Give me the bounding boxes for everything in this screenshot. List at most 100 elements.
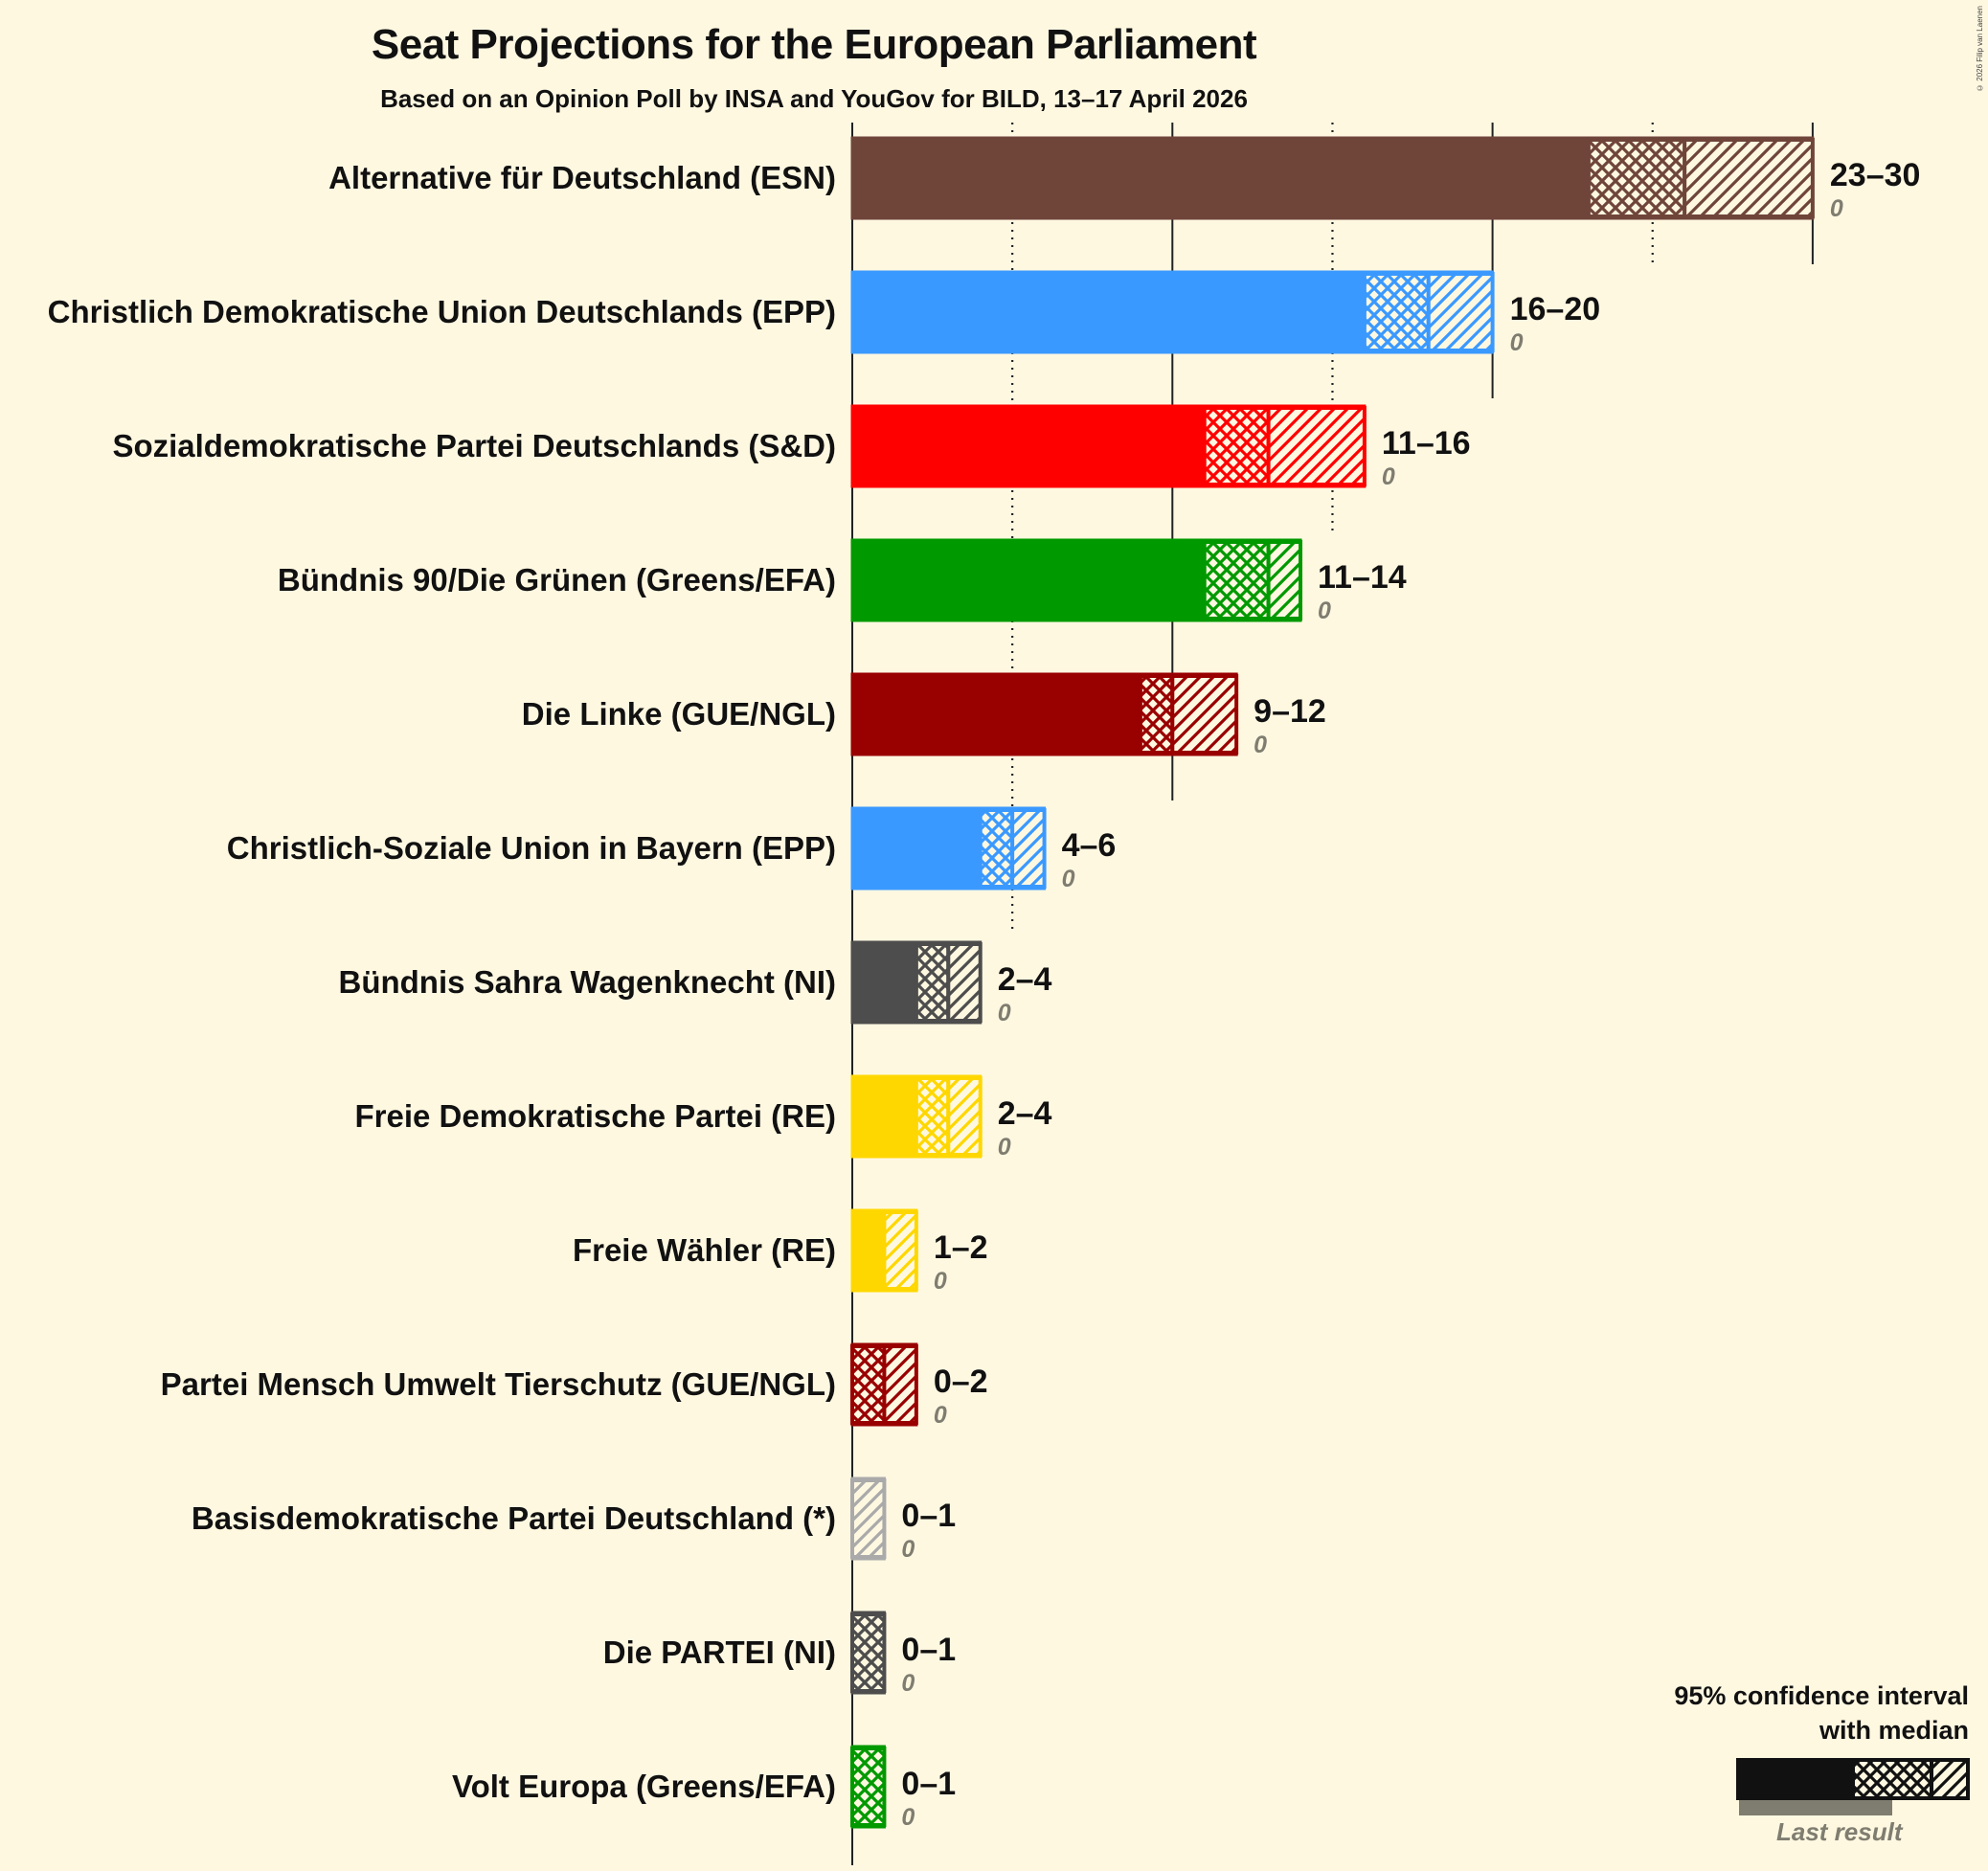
- bar-ci-upper: [946, 942, 983, 1023]
- bar-row: Alternative für Deutschland (ESN) 23–300: [328, 136, 1921, 222]
- bar-solid: [852, 1076, 916, 1157]
- legend-ci-line1: 95% confidence interval: [1674, 1681, 1969, 1710]
- bar-ci-lower: [1138, 674, 1175, 755]
- bar-outline: [850, 1477, 886, 1561]
- gridlines: [851, 123, 1814, 1865]
- party-label: Freie Wähler (RE): [573, 1232, 836, 1268]
- bar-ci-upper: [882, 1210, 918, 1291]
- last-result-value: 0: [934, 1402, 947, 1429]
- range-label: 1–2: [934, 1229, 988, 1266]
- bar-outline: [850, 940, 983, 1025]
- legend-last-result-bar: [1739, 1800, 1892, 1815]
- bar-row: Basisdemokratische Partei Deutschland (*…: [192, 1477, 956, 1563]
- bars: Alternative für Deutschland (ESN) 23–300C…: [48, 136, 1921, 1831]
- party-label: Die Linke (GUE/NGL): [522, 696, 836, 732]
- bar-row: Christlich-Soziale Union in Bayern (EPP)…: [227, 806, 1117, 892]
- range-label: 4–6: [1062, 827, 1117, 864]
- party-label: Bündnis Sahra Wagenknecht (NI): [339, 964, 837, 1000]
- bar-ci-upper: [882, 1344, 918, 1425]
- party-label: Partei Mensch Umwelt Tierschutz (GUE/NGL…: [161, 1366, 836, 1402]
- bar-solid: [852, 406, 1205, 486]
- bar-outline: [850, 1342, 918, 1427]
- bar-outline: [850, 672, 1238, 756]
- party-label: Freie Demokratische Partei (RE): [354, 1098, 836, 1134]
- bar-ci-upper: [1426, 272, 1495, 352]
- bar-outline: [850, 1745, 886, 1829]
- bar-ci-upper: [1266, 406, 1367, 486]
- bar-solid: [852, 1210, 885, 1291]
- bar-ci-upper: [1683, 138, 1815, 218]
- bar-row: Christlich Demokratische Union Deutschla…: [48, 270, 1601, 356]
- bar-ci-lower: [1586, 138, 1687, 218]
- bar-solid: [852, 942, 916, 1023]
- bar-ci-upper: [850, 1478, 887, 1559]
- bar-ci-lower: [914, 1076, 951, 1157]
- bar-row: Bündnis Sahra Wagenknecht (NI) 2–40: [339, 940, 1052, 1026]
- last-result-value: 0: [1830, 195, 1843, 222]
- bar-row: Volt Europa (Greens/EFA) 0–10: [452, 1745, 956, 1831]
- party-label: Volt Europa (Greens/EFA): [452, 1769, 836, 1804]
- last-result-value: 0: [1318, 597, 1331, 624]
- bar-ci-upper: [1170, 674, 1239, 755]
- legend-diagonal: [1930, 1758, 1970, 1800]
- bar-row: Bündnis 90/Die Grünen (Greens/EFA) 11–140: [278, 538, 1407, 624]
- bar-outline: [850, 1074, 983, 1159]
- range-label: 11–14: [1318, 559, 1407, 596]
- bar-ci-lower: [850, 1344, 887, 1425]
- last-result-value: 0: [1062, 866, 1075, 892]
- legend-graphic: [1736, 1758, 1970, 1815]
- bar-ci-lower: [850, 1612, 887, 1693]
- range-label: 0–1: [901, 1632, 956, 1668]
- bar-solid: [852, 272, 1365, 352]
- chart-title: Seat Projections for the European Parlia…: [371, 21, 1257, 68]
- last-result-value: 0: [1382, 463, 1395, 490]
- legend-last-result-label: Last result: [1776, 1817, 1903, 1846]
- range-label: 2–4: [998, 1095, 1052, 1132]
- bar-row: Freie Demokratische Partei (RE) 2–40: [354, 1074, 1052, 1161]
- last-result-value: 0: [901, 1536, 915, 1563]
- bar-ci-lower: [1202, 406, 1271, 486]
- bar-outline: [850, 1208, 918, 1293]
- last-result-value: 0: [901, 1670, 915, 1697]
- bar-ci-lower: [978, 808, 1015, 889]
- bar-ci-upper: [1266, 540, 1303, 620]
- party-label: Alternative für Deutschland (ESN): [328, 160, 836, 195]
- bar-row: Sozialdemokratische Partei Deutschlands …: [112, 404, 1471, 490]
- range-label: 0–1: [901, 1498, 956, 1534]
- bar-ci-lower: [1362, 272, 1431, 352]
- party-label: Bündnis 90/Die Grünen (Greens/EFA): [278, 562, 836, 597]
- party-label: Sozialdemokratische Partei Deutschlands …: [112, 428, 836, 463]
- range-label: 16–20: [1510, 291, 1601, 327]
- bar-outline: [850, 538, 1302, 622]
- range-label: 11–16: [1382, 425, 1471, 462]
- range-label: 9–12: [1254, 693, 1326, 730]
- bar-solid: [852, 138, 1589, 218]
- range-label: 23–30: [1830, 157, 1921, 193]
- bar-outline: [850, 136, 1815, 220]
- bar-outline: [850, 404, 1367, 488]
- bar-row: Die PARTEI (NI) 0–10: [603, 1611, 956, 1697]
- bar-row: Freie Wähler (RE) 1–20: [573, 1208, 988, 1295]
- range-label: 2–4: [998, 961, 1052, 998]
- bar-solid: [852, 540, 1205, 620]
- last-result-value: 0: [1510, 329, 1524, 356]
- legend-crosshatch: [1851, 1758, 1933, 1800]
- bar-ci-upper: [1010, 808, 1047, 889]
- bar-solid: [852, 674, 1141, 755]
- bar-outline: [850, 270, 1495, 354]
- bar-row: Partei Mensch Umwelt Tierschutz (GUE/NGL…: [161, 1342, 988, 1429]
- legend-solid: [1736, 1758, 1853, 1800]
- legend-title: 95% confidence interval with median: [1624, 1679, 1969, 1747]
- bar-row: Die Linke (GUE/NGL) 9–120: [522, 672, 1326, 758]
- bar-ci-lower: [850, 1747, 887, 1827]
- last-result-value: 0: [998, 1000, 1011, 1026]
- bar-solid: [852, 808, 981, 889]
- last-result-value: 0: [934, 1268, 947, 1295]
- bar-ci-upper: [946, 1076, 983, 1157]
- last-result-value: 0: [1254, 732, 1267, 758]
- party-label: Christlich-Soziale Union in Bayern (EPP): [227, 830, 836, 866]
- last-result-value: 0: [998, 1134, 1011, 1161]
- bar-ci-lower: [1202, 540, 1271, 620]
- party-label: Basisdemokratische Partei Deutschland (*…: [192, 1500, 836, 1536]
